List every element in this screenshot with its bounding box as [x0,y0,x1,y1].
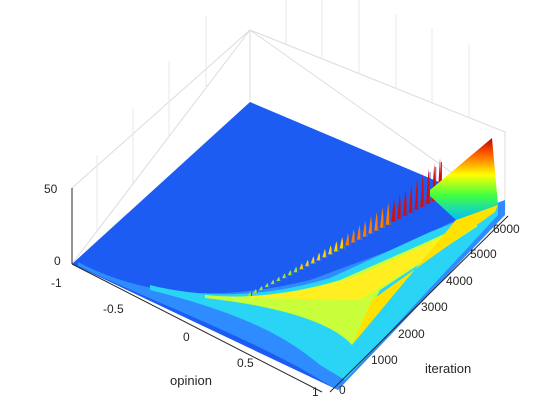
surface-crest-core [250,238,450,300]
z-tick-50: 50 [44,182,58,196]
x-tick: -1 [51,276,62,290]
x-tick: 1 [312,385,319,399]
y-tick: 2000 [398,327,425,341]
z-ticks: 50 0 [44,182,61,268]
y-tick: 6000 [493,222,520,236]
y-tick: 0 [339,383,346,397]
y-ticks: 0 1000 2000 3000 4000 5000 6000 [339,222,520,397]
ridge-spikes [247,158,443,296]
y-axis [329,215,509,393]
y-tick: 5000 [470,247,497,261]
x-ticks: -1 -0.5 0 0.5 1 [51,276,319,399]
y-tick: 3000 [421,300,448,314]
x-tick: 0 [183,330,190,344]
surface-wall [430,138,498,220]
grid-lines [96,0,470,231]
x-tick: -0.5 [103,302,124,316]
y-tick: 4000 [446,274,473,288]
y-axis-label: iteration [425,361,471,376]
x-axis-label: opinion [170,373,212,388]
x-tick: 0.5 [237,356,254,370]
x-axis [71,263,323,393]
z-tick-0: 0 [54,254,61,268]
surface-wall-side [352,205,498,345]
y-tick: 1000 [371,353,398,367]
